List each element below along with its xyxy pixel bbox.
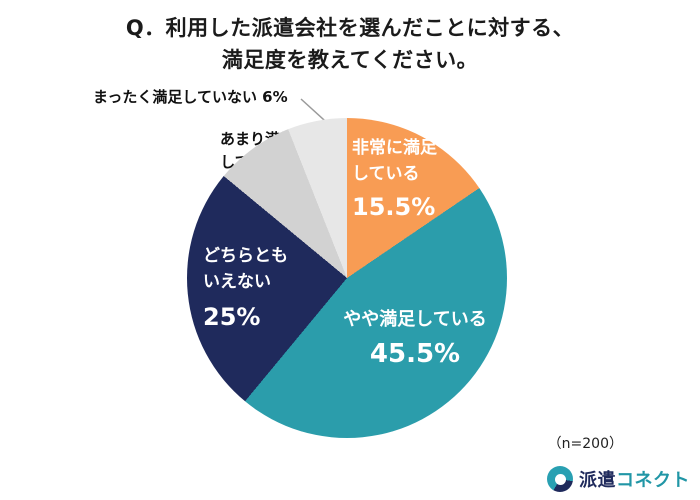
label-very-satisfied: 非常に満足 している 15.5% xyxy=(352,136,437,221)
label-neither: どちらとも いえない 25% xyxy=(203,244,288,331)
label-very-satisfied-value: 15.5% xyxy=(352,193,436,221)
brand-logo-icon-hole xyxy=(554,473,566,485)
pie-chart xyxy=(187,118,507,438)
label-somewhat-satisfied-text: やや満足している xyxy=(343,309,487,330)
chart-title-line1: Q．利用した派遣会社を選んだことに対する、 xyxy=(125,16,575,40)
brand-logo: 派遣コネクト xyxy=(547,466,690,492)
brand-logo-text-part1: 派遣 xyxy=(579,470,616,491)
brand-logo-icon xyxy=(547,466,573,492)
chart-title: Q．利用した派遣会社を選んだことに対する、 満足度を教えてください。 xyxy=(0,13,700,76)
label-very-satisfied-text: 非常に満足 している xyxy=(352,138,437,184)
label-somewhat-satisfied: やや満足している 45.5% xyxy=(325,306,505,369)
sample-size-note: （n=200） xyxy=(547,436,623,452)
label-neither-text: どちらとも いえない xyxy=(203,246,288,292)
brand-logo-text: 派遣コネクト xyxy=(579,466,690,492)
brand-logo-text-part2: コネクト xyxy=(616,470,690,491)
chart-title-line2: 満足度を教えてください。 xyxy=(221,47,479,72)
label-not-at-all-satisfied: まったく満足していない 6% xyxy=(93,88,288,106)
label-neither-value: 25% xyxy=(203,303,261,331)
label-somewhat-satisfied-value: 45.5% xyxy=(369,339,461,369)
